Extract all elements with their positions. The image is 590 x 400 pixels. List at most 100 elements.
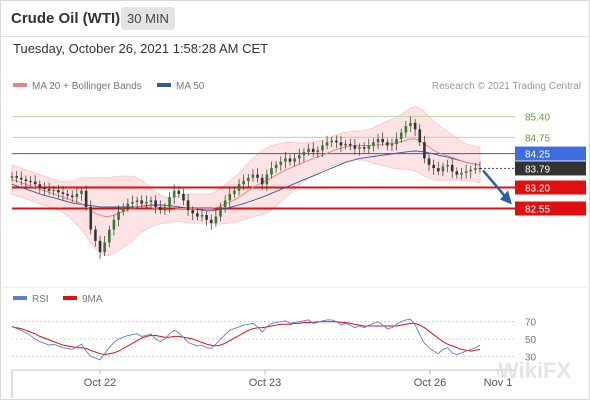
candle-body	[274, 164, 278, 169]
candle-body	[47, 189, 51, 191]
candle-body	[103, 242, 106, 253]
candle-body	[418, 129, 422, 143]
rsi-tick-label-1: 50	[525, 335, 537, 346]
candle-body	[265, 174, 269, 185]
candle-body	[126, 203, 130, 207]
candle-body	[413, 122, 417, 130]
candle-body	[108, 229, 111, 243]
candle-body	[140, 200, 144, 204]
candle-body	[376, 139, 380, 143]
legend-ma20-label: MA 20 + Bollinger Bands	[32, 81, 142, 92]
level-label-3: 83.79	[525, 164, 550, 175]
candle-body	[38, 184, 42, 188]
candle-body	[57, 190, 60, 193]
wikifx-watermark: WikiFX	[498, 358, 571, 383]
x-tick-label-3: Nov 1	[484, 377, 513, 389]
candle-body	[279, 161, 283, 165]
candle-body	[311, 148, 315, 152]
rsi-tick-label-0: 70	[525, 318, 537, 329]
level-tag-4	[515, 180, 586, 195]
candle-body	[390, 143, 394, 146]
candle-body	[131, 202, 134, 204]
candle-body	[10, 176, 14, 178]
timeframe-badge[interactable]: 30 MIN	[121, 7, 175, 30]
candle-body	[251, 174, 255, 178]
rsi-tick-label-2: 30	[525, 352, 537, 363]
legend-ma9-label: 9MA	[82, 294, 103, 305]
instrument-title: Crude Oil (WTI)	[11, 10, 121, 27]
candle-body	[61, 192, 65, 194]
candle-body	[209, 219, 213, 224]
candle-body	[52, 190, 56, 192]
candle-body	[260, 177, 264, 185]
candle-body	[75, 193, 79, 198]
candle-body	[24, 179, 28, 182]
candle-body	[316, 150, 320, 152]
candle-body	[386, 142, 389, 146]
candle-body	[247, 177, 250, 182]
legend-rsi: RSI	[13, 294, 49, 305]
candle-body	[80, 190, 83, 194]
candle-body	[84, 190, 88, 207]
rsi-swatch	[13, 296, 27, 301]
level-label-4: 83.20	[525, 184, 550, 195]
x-tick-label-1: Oct 23	[249, 377, 281, 389]
candle-body	[423, 142, 426, 159]
candle-body	[223, 200, 227, 207]
candle-body	[15, 176, 18, 178]
candle-body	[135, 200, 139, 203]
candle-body	[237, 184, 241, 191]
ma9-line	[11, 321, 481, 356]
candle-body	[117, 211, 120, 220]
candle-body	[469, 169, 473, 172]
candle-body	[89, 206, 93, 230]
candle-body	[478, 168, 482, 170]
candle-body	[205, 214, 208, 220]
forecast-arrow-shaft	[482, 169, 508, 200]
candle-body	[196, 213, 199, 217]
candle-body	[297, 155, 301, 159]
candle-body	[372, 142, 375, 146]
candle-body	[446, 164, 449, 167]
chart-datetime: Tuesday, October 26, 2021 1:58:28 AM CET	[13, 41, 269, 56]
candle-body	[450, 164, 454, 172]
candle-body	[177, 190, 181, 194]
legend-ma9: 9MA	[63, 294, 103, 305]
legend-ma50-label: MA 50	[176, 81, 205, 92]
candle-body	[29, 181, 32, 183]
candle-body	[66, 193, 69, 196]
rsi-line	[11, 318, 481, 361]
level-label-5: 82.55	[525, 205, 550, 216]
candle-body	[409, 122, 412, 127]
candle-body	[399, 132, 403, 140]
level-tag-5	[515, 201, 586, 216]
candle-body	[464, 171, 468, 173]
candle-body	[325, 142, 329, 146]
ma50-line	[11, 150, 481, 212]
candle-body	[98, 240, 102, 253]
candle-body	[121, 206, 125, 212]
ma9-swatch	[63, 296, 77, 301]
candle-body	[302, 151, 306, 156]
forecast-arrow-head	[500, 190, 512, 205]
legend-rsi-label: RSI	[32, 294, 49, 305]
candle-body	[172, 190, 176, 198]
candle-body	[149, 200, 153, 203]
candle-body	[70, 195, 74, 198]
level-tag-3	[515, 161, 586, 176]
candle-body	[441, 166, 445, 172]
candle-body	[154, 200, 157, 207]
candle-body	[242, 181, 245, 185]
candle-body	[362, 147, 366, 149]
candle-body	[219, 206, 222, 217]
level-label-0: 85.40	[525, 112, 550, 123]
bollinger-band	[11, 106, 481, 256]
candle-body	[321, 145, 324, 151]
candle-body	[455, 171, 459, 175]
candle-body	[168, 197, 171, 207]
candle-body	[233, 190, 236, 194]
candle-body	[288, 158, 292, 162]
candle-body	[395, 139, 398, 144]
candle-body	[474, 168, 477, 170]
level-label-1: 84.75	[525, 133, 550, 144]
